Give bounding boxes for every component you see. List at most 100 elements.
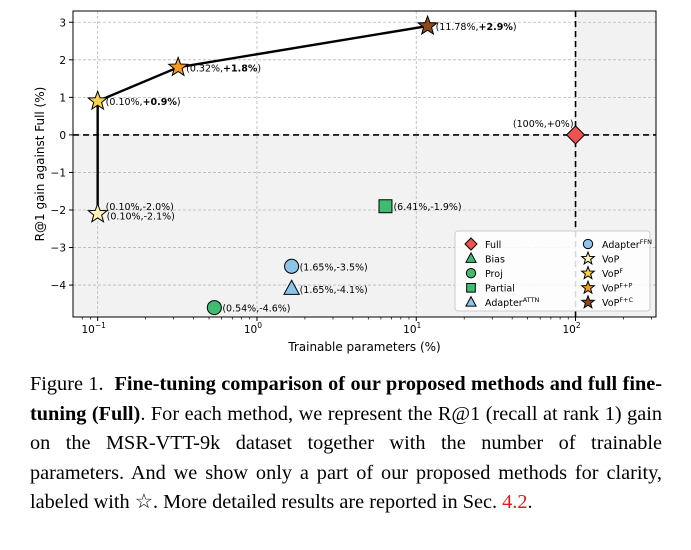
data-label: (0.32%,+1.8%)	[186, 63, 261, 74]
vop-trend-line	[96, 24, 428, 214]
y-axis-label: R@1 gain against Full (%)	[33, 87, 47, 242]
plot-frame	[72, 10, 657, 318]
caption-text: . For each method, we represent the R@1 …	[30, 402, 663, 514]
data-label-part: )	[177, 97, 181, 108]
plot-background	[73, 11, 656, 317]
legend-label: VoP	[602, 254, 620, 265]
point-partial	[378, 199, 393, 214]
data-label: (1.65%,-3.5%)	[300, 262, 368, 273]
legend-label: Full	[485, 240, 501, 251]
x-tick-base: 10	[244, 324, 257, 336]
data-label-part: (0.32%,	[186, 63, 223, 74]
data-label: (0.10%,-2.1%)	[107, 212, 175, 223]
legend-label: Partial	[485, 284, 515, 295]
data-label: (0.54%,-4.6%)	[222, 304, 290, 315]
legend-name: VoP	[602, 284, 620, 295]
section-link[interactable]: 4.2	[502, 491, 528, 514]
legend-superscript: F+C	[619, 296, 633, 304]
data-label: (6.41%,-1.9%)	[393, 202, 461, 213]
point-proj	[206, 300, 222, 316]
data-label-part: (11.78%,	[436, 22, 479, 33]
legend-marker	[580, 265, 596, 280]
legend-name: VoP	[602, 254, 620, 265]
data-label: (0.10%,-2.0%)	[106, 202, 174, 213]
figure-label: Figure 1.	[30, 373, 104, 395]
legend-name: Full	[485, 240, 501, 251]
legend-marker	[580, 279, 596, 295]
y-tick-label: −3	[51, 243, 66, 255]
y-tick-label: −4	[51, 280, 67, 292]
x-tick-base: 10	[403, 324, 416, 336]
legend-label: AdapterATTN	[485, 296, 539, 309]
legend-marker	[582, 238, 594, 250]
x-tick-base: 10	[81, 324, 94, 336]
legend-marker	[465, 295, 477, 307]
caption-text: . More detailed results are reported in …	[152, 491, 503, 514]
y-tick-label: 1	[59, 92, 66, 104]
vop-line	[96, 24, 428, 214]
point-vop	[86, 202, 109, 223]
legend-label: Bias	[485, 254, 505, 265]
data-label: (1.65%,-4.1%)	[300, 285, 368, 296]
legend-superscript: F	[619, 267, 623, 275]
data-label: (0.10%,+0.9%)	[106, 97, 181, 108]
figure-caption: Figure 1. Fine-tuning comparison of our …	[30, 370, 662, 518]
legend-name: Adapter	[602, 240, 640, 251]
y-tick-label: 2	[59, 55, 66, 67]
caption-title: Fine-tuning comparison of our proposed m…	[30, 373, 662, 425]
data-label: (100%,+0%)	[513, 119, 574, 130]
x-tick-base: 10	[562, 324, 575, 336]
data-label-gain: +2.9%	[479, 22, 514, 33]
x-tick-label: 100	[244, 321, 262, 336]
data-label: (11.78%,+2.9%)	[436, 22, 517, 33]
point-vopf-c	[416, 14, 439, 36]
data-label-gain: +0.9%	[143, 97, 178, 108]
legend-name: Adapter	[485, 298, 523, 309]
legend-marker	[580, 250, 596, 266]
legend-name: Bias	[485, 254, 505, 265]
x-tick-label: 101	[403, 321, 421, 336]
legend-superscript: F+P	[619, 282, 632, 290]
point-adapterattn	[283, 279, 301, 295]
y-tick-label: 0	[59, 130, 66, 142]
data-points	[86, 14, 586, 316]
data-label-part: )	[513, 22, 517, 33]
data-label-part: (0.10%,	[106, 97, 143, 108]
point-vopf	[86, 89, 109, 111]
legend-marker	[466, 282, 476, 293]
data-label-part: )	[257, 63, 261, 74]
y-tick-label: 3	[59, 17, 66, 29]
data-labels: (100%,+0%) (6.41%,-1.9%) (0.54%,-4.6%) (1.6…	[106, 22, 574, 315]
point-full	[565, 125, 586, 145]
legend-label: VoPF+C	[602, 296, 633, 309]
legend-superscript: FFN	[640, 238, 652, 246]
point-adapterffn	[284, 258, 300, 274]
x-tick-exponent: 0	[257, 321, 262, 330]
x-tick-label: 10−1	[81, 321, 106, 336]
legend-name: Proj	[485, 269, 503, 280]
y-tick-label: −2	[51, 205, 66, 217]
star-symbol: ☆	[134, 491, 153, 514]
legend-marker	[580, 294, 596, 309]
legend-superscript: ATTN	[523, 296, 540, 304]
x-axis-label: Trainable parameters (%)	[287, 340, 440, 354]
legend-name: Partial	[485, 284, 515, 295]
point-vopf-p	[167, 55, 189, 77]
legend: FullBiasProjPartialAdapterATTNAdapterFFN…	[454, 230, 652, 312]
legend-box	[454, 230, 651, 312]
y-tick-label: −1	[51, 167, 66, 179]
x-tick-exponent: 2	[576, 321, 581, 330]
legend-label: VoPF	[602, 267, 623, 280]
legend-marker	[465, 268, 477, 279]
legend-name: VoP	[602, 298, 620, 309]
chart: (100%,+0%) (6.41%,-1.9%) (0.54%,-4.6%) (1.6…	[33, 10, 657, 354]
data-label-gain: +1.8%	[223, 63, 258, 74]
legend-label: VoPF+P	[602, 282, 632, 295]
legend-name: VoP	[602, 269, 620, 280]
x-tick-label: 102	[562, 321, 580, 336]
legend-label: AdapterFFN	[602, 238, 652, 251]
x-tick-exponent: −1	[95, 321, 106, 330]
legend-marker	[465, 251, 477, 263]
legend-label: Proj	[485, 269, 503, 280]
